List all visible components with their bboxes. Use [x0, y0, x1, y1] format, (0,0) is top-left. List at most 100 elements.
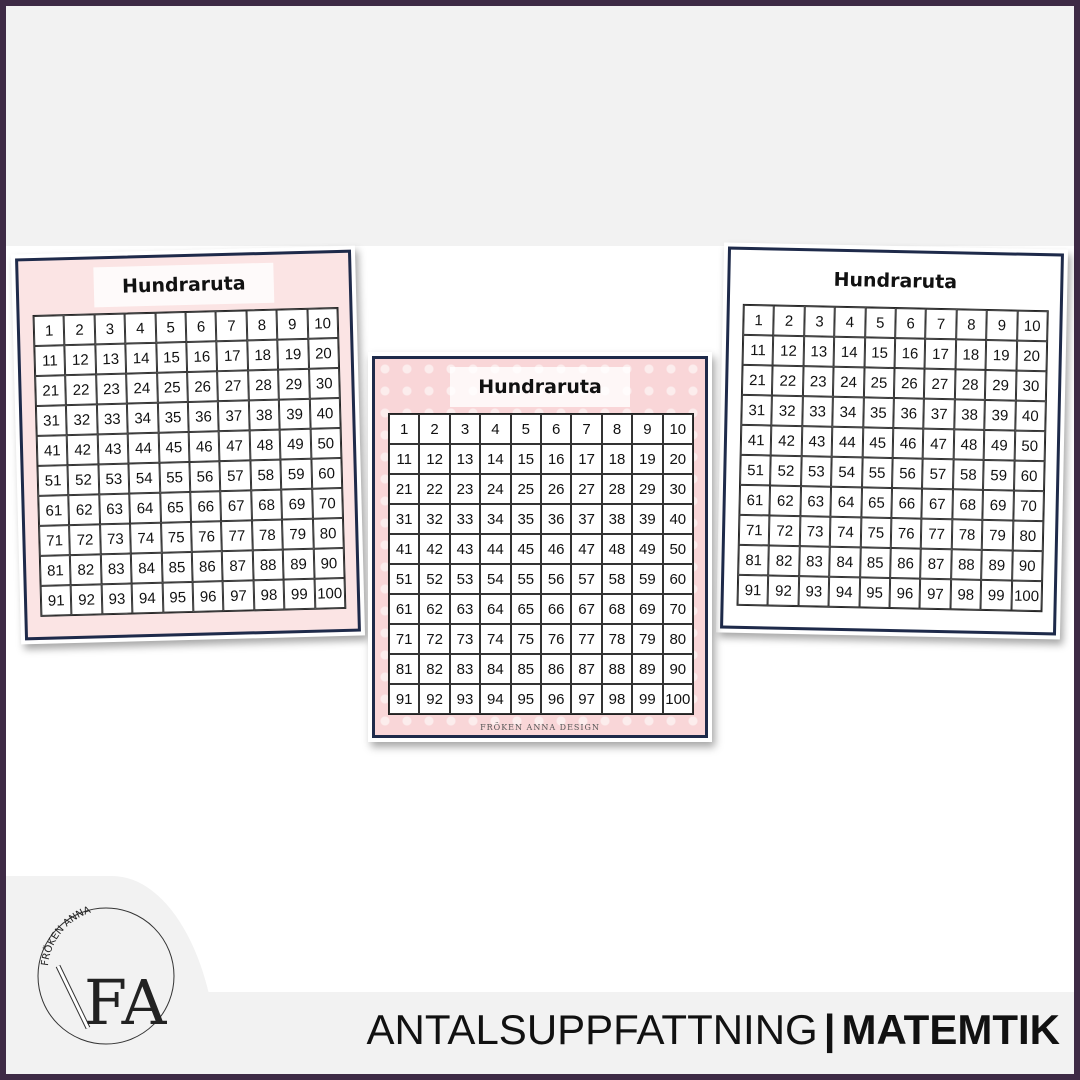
grid-cell: 6: [540, 414, 572, 444]
grid-cell: 16: [540, 444, 572, 474]
grid-cell: 12: [419, 444, 450, 474]
grid-cell: 47: [571, 534, 602, 564]
grid-cell: 45: [158, 431, 190, 463]
grid-cell: 9: [986, 309, 1018, 341]
grid-cell: 48: [249, 429, 281, 461]
card-title: Hundraruta: [93, 262, 275, 308]
grid-cell: 44: [127, 432, 160, 464]
grid-cell: 16: [186, 341, 218, 372]
grid-cell: 50: [662, 534, 693, 564]
grid-cell: 87: [920, 548, 952, 580]
grid-cell: 46: [892, 428, 924, 459]
grid-cell: 14: [125, 342, 157, 374]
grid-cell: 13: [803, 336, 835, 367]
grid-cell: 33: [96, 403, 128, 435]
grid-cell: 11: [34, 345, 66, 376]
grid-cell: 90: [662, 654, 693, 684]
grid-cell: 27: [217, 370, 249, 402]
grid-cell: 19: [632, 444, 663, 474]
grid-cell: 20: [662, 444, 693, 474]
grid-cell: 100: [1011, 580, 1043, 612]
grid-cell: 59: [632, 564, 663, 594]
grid-cell: 100: [662, 684, 693, 714]
grid-cell: 42: [67, 434, 99, 466]
grid-cell: 93: [449, 684, 481, 714]
grid-cell: 92: [419, 684, 450, 714]
grid-cell: 66: [540, 594, 572, 624]
grid-cell: 63: [800, 486, 832, 517]
grid-cell: 32: [771, 395, 803, 427]
grid-cell: 4: [124, 312, 156, 344]
grid-cell: 80: [1012, 520, 1044, 552]
grid-cell: 8: [955, 309, 987, 340]
grid-cell: 4: [834, 306, 866, 338]
grid-cell: 35: [510, 504, 541, 534]
headline: ANTALSUPPFATTNING | MATEMTIK: [367, 1006, 1060, 1054]
grid-cell: 79: [282, 518, 314, 550]
grid-cell: 91: [40, 585, 72, 616]
grid-cell: 13: [449, 444, 481, 474]
grid-cell: 27: [924, 368, 956, 400]
grid-cell: 45: [862, 427, 894, 459]
grid-cell: 89: [282, 548, 315, 580]
grid-cell: 54: [831, 456, 863, 488]
grid-cell: 98: [253, 579, 285, 611]
grid-cell: 32: [419, 504, 450, 534]
grid-cell: 98: [950, 579, 982, 610]
grid-cell: 79: [632, 624, 663, 654]
card-title: Hundraruta: [450, 367, 630, 407]
grid-cell: 99: [283, 578, 315, 610]
grid-cell: 93: [798, 576, 830, 607]
grid-cell: 67: [921, 488, 953, 520]
grid-cell: 67: [571, 594, 602, 624]
grid-cell: 86: [191, 551, 223, 582]
grid-cell: 83: [798, 546, 830, 577]
grid-cell: 55: [510, 564, 541, 594]
grid-cell: 49: [279, 428, 311, 460]
card-title: Hundraruta: [804, 259, 986, 303]
grid-cell: 29: [278, 368, 310, 400]
grid-cell: 90: [1011, 550, 1043, 582]
grid-cell: 82: [419, 654, 450, 684]
grid-cell: 81: [738, 544, 770, 576]
grid-cell: 77: [221, 520, 253, 552]
grid-cell: 48: [601, 534, 633, 564]
grid-cell: 52: [770, 455, 802, 487]
grid-cell: 100: [314, 577, 346, 609]
grid-cell: 50: [1014, 430, 1046, 462]
headline-subject: MATEMTIK: [841, 1006, 1060, 1053]
grid-cell: 5: [864, 307, 896, 339]
grid-cell: 74: [829, 516, 861, 548]
grid-cell: 28: [247, 369, 280, 401]
grid-cell: 99: [980, 579, 1012, 611]
grid-cell: 18: [601, 444, 633, 474]
grid-cell: 1: [743, 304, 775, 336]
grid-cell: 89: [981, 549, 1013, 581]
grid-cell: 73: [449, 624, 481, 654]
grid-cell: 2: [773, 305, 805, 337]
grid-cell: 54: [480, 564, 511, 594]
grid-cell: 36: [540, 504, 572, 534]
grid-cell: 72: [419, 624, 450, 654]
grid-cell: 14: [480, 444, 511, 474]
grid-cell: 93: [101, 583, 133, 615]
grid-cell: 85: [859, 547, 891, 578]
grid-cell: 87: [222, 550, 254, 582]
grid-cell: 45: [510, 534, 541, 564]
grid-cell: 8: [246, 309, 278, 341]
grid-cell: 52: [419, 564, 450, 594]
grid-cell: 24: [480, 474, 511, 504]
grid-cell: 62: [419, 594, 450, 624]
grid-cell: 80: [312, 517, 344, 549]
grid-cell: 15: [864, 337, 896, 369]
grid-cell: 84: [131, 552, 163, 584]
grid-cell: 76: [890, 518, 922, 549]
worksheet-card-right: Hundraruta 1 2 3 4 5 6 7 8 9 10 11 12 13 14 15 16 17 18 19…: [715, 242, 1069, 640]
grid-cell: 72: [769, 515, 801, 547]
grid-cell: 88: [601, 654, 633, 684]
grid-cell: 63: [99, 493, 131, 525]
grid-cell: 60: [662, 564, 693, 594]
grid-cell: 16: [894, 338, 926, 369]
grid-cell: 74: [480, 624, 511, 654]
grid-cell: 40: [662, 504, 693, 534]
